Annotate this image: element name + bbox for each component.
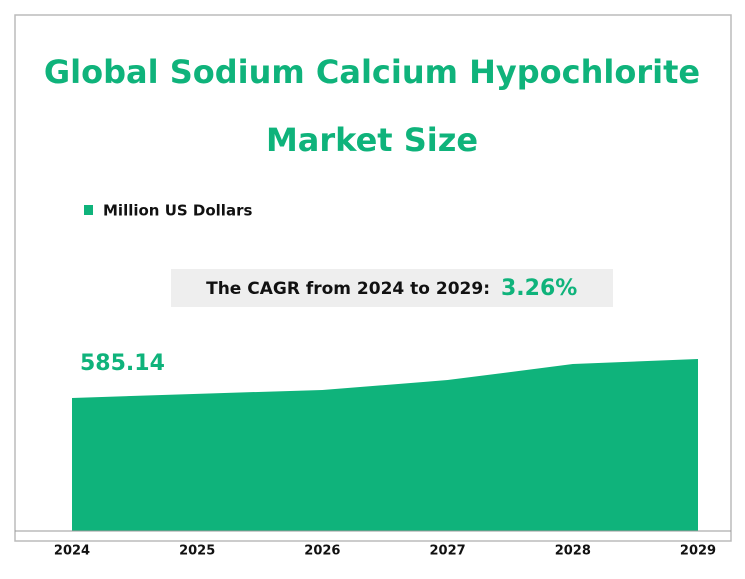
frame: [14, 14, 732, 542]
legend-swatch: [84, 205, 93, 215]
x-tick-label: 2025: [179, 544, 215, 559]
x-tick-label: 2027: [430, 544, 466, 559]
x-tick-label: 2028: [555, 544, 591, 559]
data-label: 585.14: [80, 351, 165, 376]
area: [72, 359, 698, 531]
cagr-value: 3.26%: [501, 276, 577, 301]
cagr-box: [171, 269, 613, 307]
x-tick-label: 2024: [54, 544, 90, 559]
x-tick-label: 2026: [304, 544, 340, 559]
chart-title-line1: Global Sodium Calcium Hypochlorite: [44, 53, 700, 91]
legend-label: Million US Dollars: [103, 202, 252, 220]
x-tick-label: 2029: [680, 544, 716, 559]
chart-title-line2: Market Size: [266, 121, 478, 159]
cagr-label: The CAGR from 2024 to 2029:: [206, 279, 490, 299]
